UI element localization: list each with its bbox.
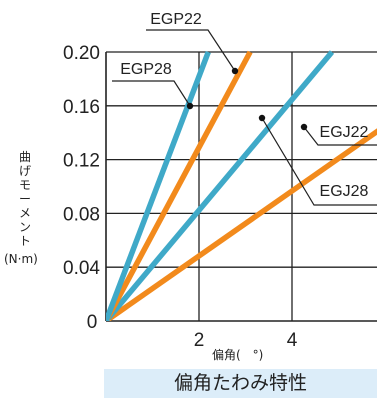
axes xyxy=(105,52,377,322)
x-axis-label: 偏角( °) xyxy=(212,348,264,362)
series-lines xyxy=(106,50,377,321)
label-marker-egp28 xyxy=(186,102,194,110)
series-line-egp22 xyxy=(106,50,335,321)
y-axis-label: 曲げモーメント xyxy=(18,150,31,248)
x-tick-label: 4 xyxy=(287,330,298,351)
y-tick-label: 0.20 xyxy=(63,43,100,64)
series-line-egj22 xyxy=(106,128,377,321)
series-label-egp22: EGP22 xyxy=(150,11,202,28)
chart-title: 偏角たわみ特性 xyxy=(104,369,377,398)
label-leader-egj28 xyxy=(261,117,377,206)
y-tick-label: 0.12 xyxy=(63,151,100,172)
label-marker-egj22 xyxy=(300,123,308,131)
tick-labels: 0.20 0.16 0.12 0.08 0.04 0 2 4 xyxy=(63,43,298,351)
series-label-egp28: EGP28 xyxy=(120,61,172,78)
series-line-egj28 xyxy=(106,50,253,321)
y-axis-unit: (N·m) xyxy=(4,252,38,266)
series-label-egj28: EGJ28 xyxy=(320,183,369,200)
y-tick-label: 0.16 xyxy=(63,97,100,118)
label-leader-egp22 xyxy=(146,29,236,72)
y-tick-label: 0.04 xyxy=(63,258,100,279)
label-leader-egp28 xyxy=(112,80,191,107)
label-leader-egj22 xyxy=(303,126,377,146)
series-line-egp28 xyxy=(106,51,211,321)
origin-label: 0 xyxy=(87,312,98,333)
x-tick-label: 2 xyxy=(194,330,205,351)
label-marker-egj28 xyxy=(258,114,266,122)
y-tick-label: 0.08 xyxy=(63,204,100,225)
label-marker-egp22 xyxy=(231,67,239,75)
series-labels: EGP22 EGP28 EGJ22 EGJ28 xyxy=(112,11,377,206)
series-label-egj22: EGJ22 xyxy=(320,124,369,141)
